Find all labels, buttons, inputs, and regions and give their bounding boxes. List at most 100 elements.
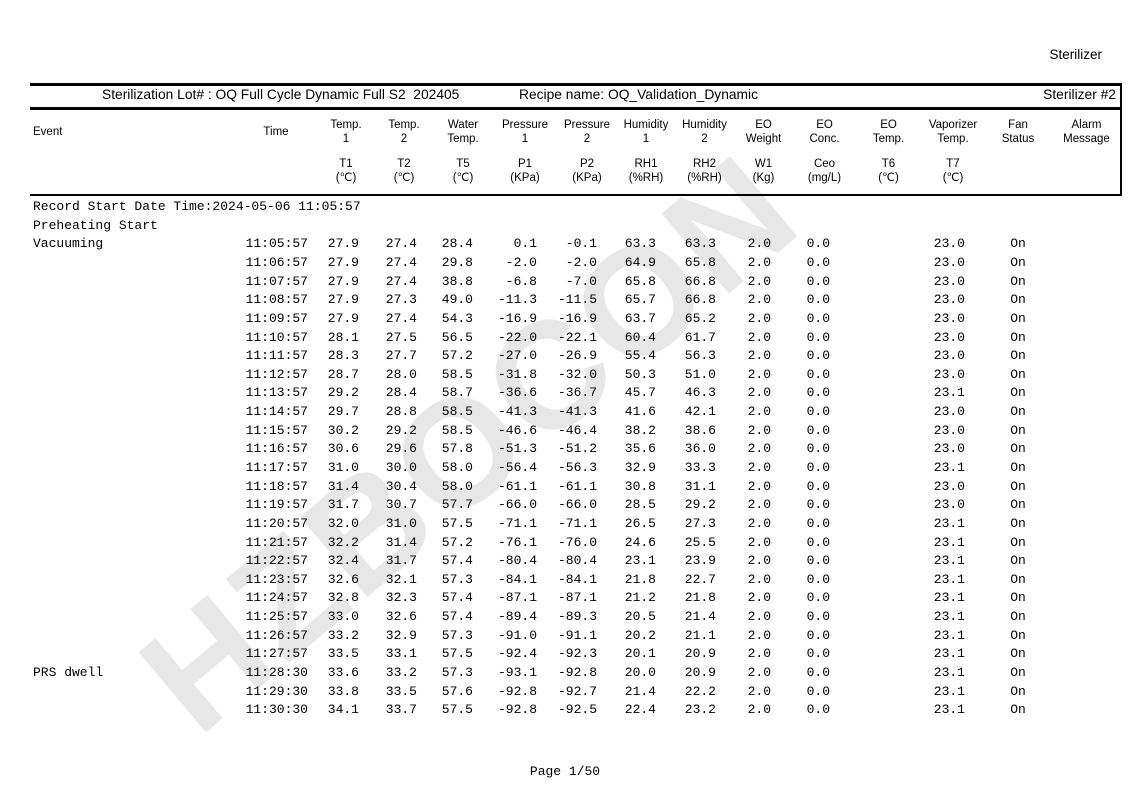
cell-pressure2: -66.0 xyxy=(557,497,597,513)
cell-temp2: 27.3 xyxy=(385,292,417,308)
cell-time: 11:13:57 xyxy=(245,385,308,401)
cell-pressure2: -22.1 xyxy=(557,329,597,345)
cell-pressure2: -32.0 xyxy=(557,366,597,382)
cell-water-temp: 57.5 xyxy=(441,646,473,662)
cell-alarm-message xyxy=(1051,254,1122,273)
cell-eo-temp xyxy=(856,273,921,292)
cell-humidity1: 65.7 xyxy=(624,292,656,308)
cell-humidity1: 26.5 xyxy=(624,515,656,531)
col-header-temp2: Temp. 2 xyxy=(388,119,420,145)
cell-vaporizer-temp: 23.1 xyxy=(933,590,965,606)
cell-time: 11:18:57 xyxy=(245,478,308,494)
cell-pressure2: -46.4 xyxy=(557,422,597,438)
cell-temp1: 31.0 xyxy=(327,459,359,475)
cell-temp1: 32.0 xyxy=(327,515,359,531)
cell-eo-weight: 2.0 xyxy=(747,478,771,494)
col-symbol-eo-weight: W1 (Kg) xyxy=(752,158,775,184)
cell-vaporizer-temp: 23.1 xyxy=(933,609,965,625)
cell-eo-conc: 0.0 xyxy=(806,627,830,643)
cell-temp1: 34.1 xyxy=(327,702,359,718)
cell-alarm-message xyxy=(1051,347,1122,366)
cell-temp1: 32.6 xyxy=(327,571,359,587)
cell-fan-status: On xyxy=(1010,329,1026,345)
cell-time: 11:05:57 xyxy=(245,236,308,252)
sterilizer-number-text: Sterilizer #2 xyxy=(1043,87,1116,102)
col-symbol-water-temp: T5 (℃) xyxy=(452,158,474,184)
cell-humidity2: 56.3 xyxy=(684,348,716,364)
cell-vaporizer-temp: 23.0 xyxy=(933,292,965,308)
cell-event xyxy=(30,683,235,702)
cell-eo-temp xyxy=(856,366,921,385)
cell-vaporizer-temp: 23.1 xyxy=(933,534,965,550)
cell-time: 11:26:57 xyxy=(245,627,308,643)
cell-temp1: 33.8 xyxy=(327,683,359,699)
cell-eo-temp xyxy=(856,701,921,720)
cell-humidity1: 23.1 xyxy=(624,553,656,569)
cell-eo-temp xyxy=(856,683,921,702)
cell-humidity1: 21.8 xyxy=(624,571,656,587)
cell-eo-temp xyxy=(856,589,921,608)
cell-humidity2: 33.3 xyxy=(684,459,716,475)
cell-eo-weight: 2.0 xyxy=(747,254,771,270)
cell-humidity1: 55.4 xyxy=(624,348,656,364)
col-header-time: Time xyxy=(263,126,289,138)
record-start-line: Record Start Date Time:2024-05-06 11:05:… xyxy=(33,199,361,214)
cell-humidity2: 66.8 xyxy=(684,273,716,289)
cell-water-temp: 58.5 xyxy=(441,366,473,382)
cell-humidity2: 36.0 xyxy=(684,441,716,457)
cell-eo-temp xyxy=(856,571,921,590)
cell-pressure1: -46.6 xyxy=(497,422,537,438)
cell-fan-status: On xyxy=(1010,497,1026,513)
table-row: Vacuuming 11:05:57 27.9 27.4 28.4 0.1 -0.1 63.3… xyxy=(30,235,1122,254)
cell-water-temp: 57.5 xyxy=(441,515,473,531)
cell-temp1: 28.1 xyxy=(327,329,359,345)
cell-fan-status: On xyxy=(1010,459,1026,475)
cell-eo-conc: 0.0 xyxy=(806,646,830,662)
cell-humidity2: 20.9 xyxy=(684,646,716,662)
cell-pressure1: -84.1 xyxy=(497,571,537,587)
col-symbol-temp1: T1 (℃) xyxy=(335,158,357,184)
cell-event xyxy=(30,273,235,292)
cell-eo-weight: 2.0 xyxy=(747,404,771,420)
cell-alarm-message xyxy=(1051,496,1122,515)
cell-humidity2: 21.4 xyxy=(684,609,716,625)
cell-fan-status: On xyxy=(1010,254,1026,270)
cell-vaporizer-temp: 23.0 xyxy=(933,366,965,382)
cell-humidity1: 20.1 xyxy=(624,646,656,662)
col-header-event: Event xyxy=(33,126,63,138)
cell-eo-temp xyxy=(856,664,921,683)
cell-vaporizer-temp: 23.1 xyxy=(933,683,965,699)
cell-temp2: 29.2 xyxy=(385,422,417,438)
table-row: 11:21:57 32.2 31.4 57.2 -76.1 -76.0 24.6 25.5 2.… xyxy=(30,534,1122,553)
cell-fan-status: On xyxy=(1010,404,1026,420)
cell-humidity1: 32.9 xyxy=(624,459,656,475)
cell-pressure1: -56.4 xyxy=(497,459,537,475)
cell-temp2: 27.4 xyxy=(385,310,417,326)
cell-time: 11:08:57 xyxy=(245,292,308,308)
table-row: 11:18:57 31.4 30.4 58.0 -61.1 -61.1 30.8 31.1 2.… xyxy=(30,478,1122,497)
cell-alarm-message xyxy=(1051,478,1122,497)
cell-water-temp: 54.3 xyxy=(441,310,473,326)
cell-eo-weight: 2.0 xyxy=(747,553,771,569)
cell-time: 11:15:57 xyxy=(245,422,308,438)
cell-eo-conc: 0.0 xyxy=(806,273,830,289)
cell-alarm-message xyxy=(1051,384,1122,403)
cell-humidity2: 21.1 xyxy=(684,627,716,643)
col-header-eo-conc: EO Conc. xyxy=(809,119,840,145)
cell-event: Vacuuming xyxy=(33,236,104,252)
cell-time: 11:28:30 xyxy=(245,665,308,681)
cell-pressure2: -16.9 xyxy=(557,310,597,326)
cell-fan-status: On xyxy=(1010,310,1026,326)
col-header-eo-weight: EO Weight xyxy=(745,119,782,145)
table-row: 11:11:57 28.3 27.7 57.2 -27.0 -26.9 55.4 56.3 2.… xyxy=(30,347,1122,366)
cell-fan-status: On xyxy=(1010,590,1026,606)
cell-event xyxy=(30,534,235,553)
cell-water-temp: 56.5 xyxy=(441,329,473,345)
cell-humidity1: 20.5 xyxy=(624,609,656,625)
col-symbol-pressure2: P2 (KPa) xyxy=(572,158,602,184)
cell-temp2: 27.4 xyxy=(385,236,417,252)
cell-temp1: 28.3 xyxy=(327,348,359,364)
cell-temp1: 31.4 xyxy=(327,478,359,494)
cell-time: 11:29:30 xyxy=(245,683,308,699)
